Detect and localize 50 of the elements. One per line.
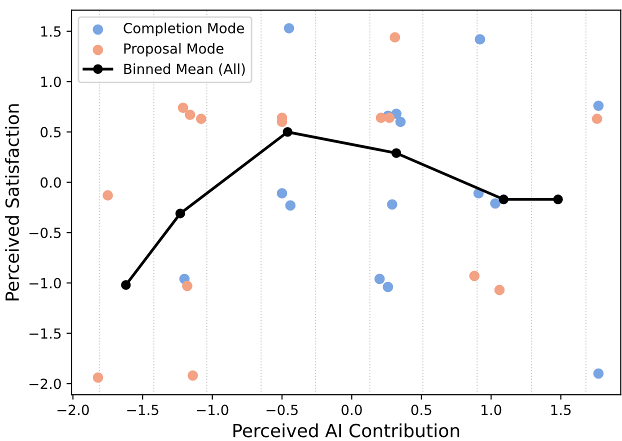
x-tick-label: −1.5	[127, 404, 158, 416]
point	[196, 114, 206, 124]
y-tick-label: 0.5	[40, 126, 61, 138]
point	[102, 190, 113, 201]
point	[284, 23, 294, 34]
point	[498, 194, 509, 204]
point	[494, 284, 505, 296]
y-tick-label: 1.0	[41, 76, 61, 88]
x-tick-label: 0.0	[342, 404, 362, 416]
x-tick-label: 0.5	[411, 404, 432, 416]
y-axis-title: Perceived Satisfaction	[5, 104, 20, 300]
y-tick-label: −0.5	[30, 228, 61, 238]
x-tick-label: 1.0	[482, 404, 502, 416]
point	[469, 270, 480, 282]
point	[490, 198, 500, 209]
x-axis-title: Perceived AI Contribution	[233, 423, 460, 438]
point	[184, 110, 196, 120]
point	[390, 32, 400, 43]
point	[285, 200, 296, 211]
legend-label: Proposal Mode	[124, 43, 224, 56]
x-tick-label: −2.0	[58, 404, 89, 416]
point	[374, 274, 385, 284]
point	[391, 148, 402, 158]
point	[474, 34, 486, 45]
point	[395, 116, 406, 128]
point	[121, 280, 131, 290]
point	[282, 127, 292, 137]
y-tick-label: 1.5	[41, 26, 61, 37]
point	[182, 280, 192, 292]
legend-label: Binned Mean (All)	[124, 63, 245, 76]
y-tick-label: −2.0	[30, 378, 61, 390]
y-tick-label: 0.0	[40, 177, 61, 188]
legend-label: Completion Mode	[124, 22, 244, 36]
y-tick-label: −1.5	[30, 328, 61, 339]
point	[376, 112, 386, 124]
point	[553, 194, 563, 204]
x-tick-label: −0.5	[266, 404, 298, 416]
point	[276, 188, 288, 199]
x-tick-label: 1.5	[551, 404, 571, 416]
x-tick-label: −1.0	[196, 404, 228, 416]
point	[178, 102, 188, 113]
point	[592, 114, 602, 124]
point	[188, 370, 198, 381]
point	[386, 199, 398, 210]
point	[175, 208, 186, 218]
y-tick-label: −1.0	[30, 278, 61, 288]
point	[593, 100, 604, 111]
point	[382, 282, 394, 292]
point	[593, 368, 604, 379]
point	[92, 372, 104, 383]
